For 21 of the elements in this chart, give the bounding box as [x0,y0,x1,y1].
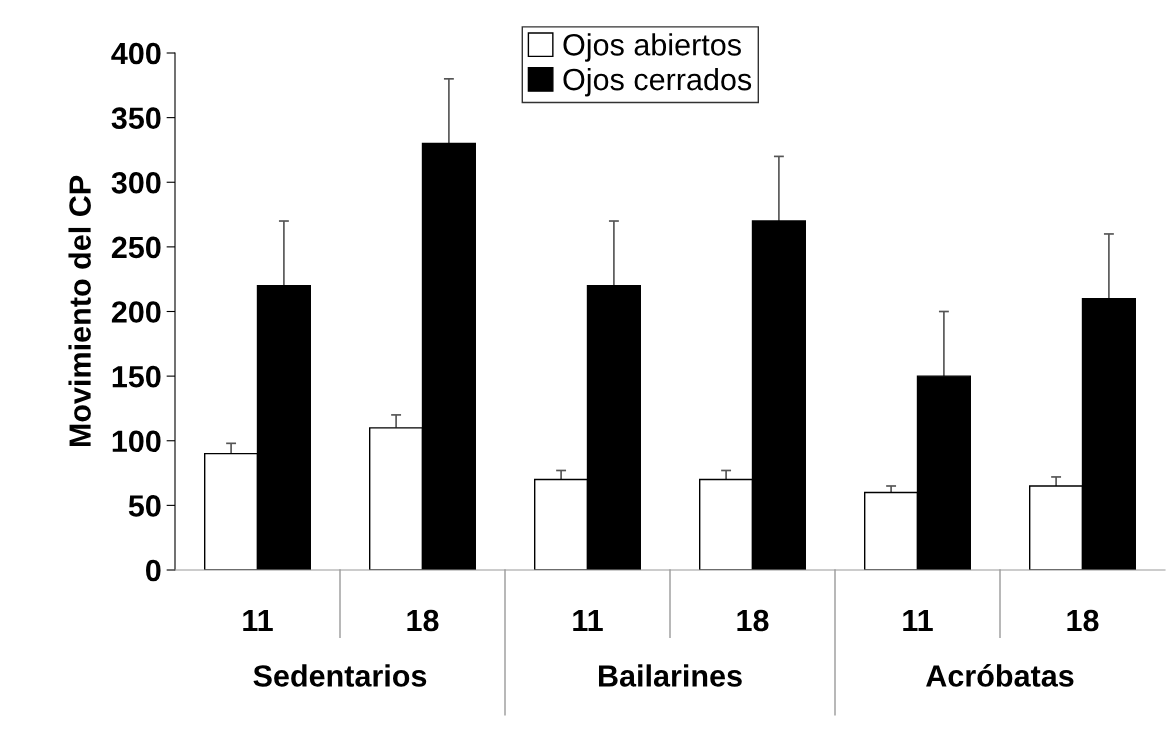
y-axis-title: Movimiento del CP [68,175,91,447]
x-tick-label: 11 [903,610,933,632]
y-tick-label: 400 [111,42,161,65]
y-tick-label: 100 [112,430,161,453]
y-tick-label: 150 [112,365,161,388]
x-tick-label: 11 [573,610,603,632]
y-tick-label: 300 [111,171,161,194]
y-tick-label: 200 [111,301,161,323]
y-tick-label: 250 [111,236,161,259]
text: Acróbatas [926,664,1074,687]
y-tick-label: 50 [128,495,161,517]
x-tick-label: 18 [407,609,439,632]
legend-label: Ojos cerrados [563,67,752,97]
x-tick-label: 18 [737,609,769,632]
text: Bailarines [599,664,742,687]
x-tick-label: 11 [243,610,273,632]
y-tick-label: 0 [146,559,161,582]
legend-label: Ojos abiertos [563,33,741,62]
x-tick-label: 18 [1067,609,1099,632]
y-tick-label: 350 [111,107,161,130]
text: Sedentarios [253,664,427,687]
